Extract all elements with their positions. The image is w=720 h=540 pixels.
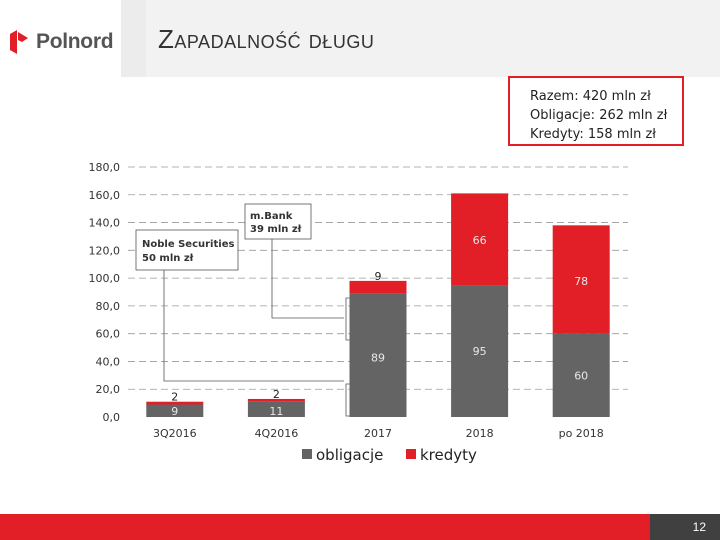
x-tick-label: 2018 — [466, 427, 494, 440]
bars — [146, 193, 610, 417]
y-tick-label: 140,0 — [89, 217, 121, 230]
x-tick-label: 3Q2016 — [153, 427, 197, 440]
bar-loans — [247, 398, 305, 402]
data-label-loans: 66 — [473, 234, 487, 247]
annotation-noble-line1: Noble Securities — [142, 239, 234, 250]
bar-bonds — [552, 333, 610, 417]
annotation-bracket-2017 — [345, 297, 350, 417]
summary-box: Razem: 420 mln zł Obligacje: 262 mln zł … — [508, 76, 684, 146]
summary-bonds: Obligacje: 262 mln zł — [530, 108, 668, 123]
debt-maturity-chart: 0,0 20,0 40,0 60,0 80,0 100,0 120,0 140,0 160,0 1… — [89, 161, 628, 464]
logo-text: Polnord — [36, 30, 114, 53]
y-tick-label: 160,0 — [89, 189, 121, 202]
y-tick-label: 120,0 — [89, 244, 121, 257]
bar-loans — [349, 280, 407, 294]
y-axis-ticks: 0,0 20,0 40,0 60,0 80,0 100,0 120,0 140,0 160,0 1… — [89, 161, 121, 424]
annotation-noble-line2: 50 mln zł — [142, 253, 194, 264]
bar-loans — [146, 401, 204, 405]
bar-loans — [552, 225, 610, 334]
header-separator — [121, 0, 146, 77]
data-label-bonds: 89 — [371, 351, 385, 364]
legend-label-bonds: obligacje — [316, 446, 383, 464]
annotation-mbank-line2: 39 mln zł — [250, 224, 302, 235]
bar-loans — [451, 193, 509, 286]
data-label-loans: 2 — [171, 391, 178, 404]
y-tick-label: 100,0 — [89, 272, 121, 285]
y-tick-label: 40,0 — [96, 355, 121, 368]
data-label-bonds: 60 — [574, 370, 588, 383]
polnord-logo: Polnord — [8, 28, 114, 56]
x-tick-label: 4Q2016 — [255, 427, 299, 440]
annotation-connector-mbank — [271, 239, 344, 319]
legend-swatch-bonds — [302, 449, 312, 459]
annotation-connector-noble — [163, 270, 344, 382]
bar-bonds — [451, 285, 509, 417]
annotation-box-mbank — [244, 203, 312, 240]
polnord-logo-icon — [10, 30, 28, 54]
x-tick-label: po 2018 — [559, 427, 604, 440]
page-title: Zapadalność długu — [158, 24, 375, 54]
data-label-bonds: 95 — [473, 345, 487, 358]
bar-bonds — [247, 401, 305, 417]
annotation-mbank-line1: m.Bank — [250, 211, 293, 222]
legend-label-loans: kredyty — [420, 446, 477, 464]
annotation-box-noble — [135, 229, 239, 271]
legend-swatch-loans — [406, 449, 416, 459]
summary-loans: Kredyty: 158 mln zł — [530, 127, 656, 142]
annotations: Noble Securities 50 mln zł m.Bank 39 mln… — [135, 203, 350, 417]
y-tick-label: 180,0 — [89, 161, 121, 174]
y-tick-label: 60,0 — [96, 328, 121, 341]
y-tick-label: 0,0 — [103, 411, 121, 424]
y-tick-label: 80,0 — [96, 300, 121, 313]
legend: obligacje kredyty — [302, 446, 477, 464]
title-bar — [146, 0, 720, 77]
page-number: 12 — [650, 514, 720, 540]
y-tick-label: 20,0 — [96, 383, 121, 396]
data-label-bonds: 9 — [171, 405, 178, 418]
data-label-loans: 2 — [273, 388, 280, 401]
x-axis-labels: 3Q2016 4Q2016 2017 2018 po 2018 — [153, 427, 604, 440]
bar-bonds — [349, 293, 407, 417]
data-label-loans: 9 — [375, 270, 382, 283]
footer-bar: 12 — [0, 514, 720, 540]
summary-total: Razem: 420 mln zł — [530, 89, 651, 104]
header: Polnord Zapadalność długu — [0, 0, 720, 77]
data-label-bonds: 11 — [269, 405, 283, 418]
bar-bonds — [146, 404, 204, 417]
x-tick-label: 2017 — [364, 427, 392, 440]
data-label-loans: 78 — [574, 275, 588, 288]
